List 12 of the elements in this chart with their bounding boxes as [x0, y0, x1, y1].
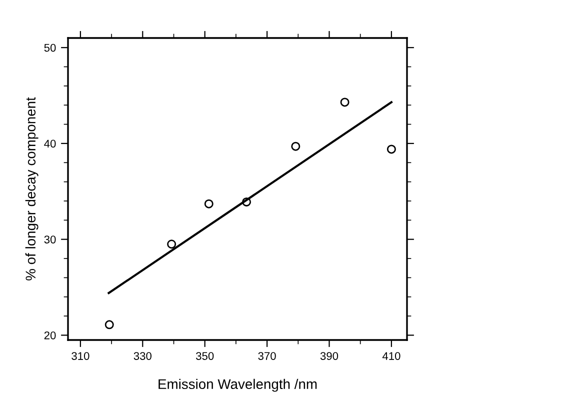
y-tick-label: 30: [44, 236, 56, 244]
y-tick-label: 40: [44, 140, 56, 148]
x-tick-label: 370: [258, 352, 276, 360]
y-tick-label: 50: [44, 44, 56, 52]
x-tick-label: 410: [382, 352, 400, 360]
x-tick-label: 350: [196, 352, 214, 360]
x-tick-label: 310: [72, 352, 90, 360]
x-tick-label: 330: [134, 352, 152, 360]
y-tick-label: 20: [44, 331, 56, 340]
x-axis-title: Emission Wavelength /nm: [158, 378, 317, 392]
y-axis-title: % of longer decay component: [25, 97, 38, 280]
x-tick-label: 390: [320, 352, 338, 360]
